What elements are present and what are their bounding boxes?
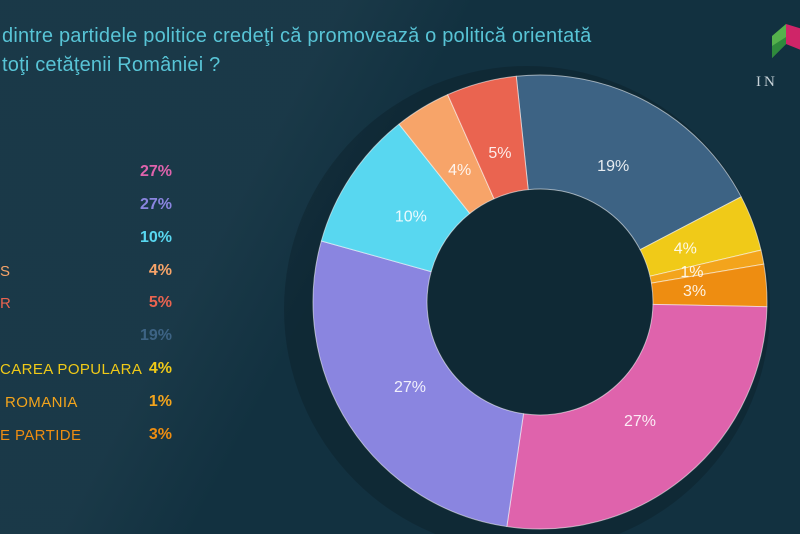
donut-slice [312,240,524,528]
page-title-line1: dintre partidele politice credeţi că pro… [2,25,592,47]
legend-item-label: R [0,295,12,313]
donut-slice-label: 4% [448,162,471,179]
legend-item-value: 1% [148,393,172,410]
donut-slice [447,75,529,200]
legend-item-label: E PARTIDE [0,426,82,444]
legend-item-value: 19% [139,327,172,345]
legend-item-value: 27% [139,195,172,213]
legend-item-value: 4% [148,261,172,279]
page-title-line2: toţi cetăţenii României ? [2,54,221,76]
legend-item-value: 4% [148,360,172,378]
legend-item: ROMANIA 1% [0,392,172,412]
legend-item-label: CAREA POPULARA [0,361,143,379]
donut-slice-label: 5% [488,145,511,162]
legend-item-value: 10% [139,228,172,246]
donut-slice-label: 4% [674,241,697,258]
donut-slice-label: 10% [395,209,427,226]
legend-item: 27% [0,162,172,182]
legend-item: E PARTIDE 3% [0,425,172,445]
logo: IN [752,18,800,96]
legend-item-value: 27% [139,163,172,180]
legend-item: 19% [0,326,172,346]
legend-item: 10% [0,228,172,248]
donut-slice [506,303,768,530]
legend-item-label: S [0,262,11,280]
chart-legend: 27% 27% 10% S 4% R 5% 19% CAREA POPULARA 4% ROMANI… [0,162,172,452]
legend-item-value: 3% [148,425,172,443]
logo-cube-icon [772,24,800,58]
donut-slice-label: 1% [680,264,703,281]
logo-text: IN [756,74,778,90]
page-title: dintre partidele politice credeţi că pro… [2,22,591,80]
donut-slice-label: 27% [394,379,426,396]
legend-item: S 4% [0,261,172,281]
donut-slice-label: 19% [597,158,629,175]
legend-item-label: ROMANIA [5,394,78,411]
legend-item: 27% [0,195,172,215]
legend-item-value: 5% [148,294,172,312]
legend-item: CAREA POPULARA 4% [0,359,172,379]
donut-slice-label: 27% [624,413,656,430]
donut-slice [515,74,742,251]
legend-item: R 5% [0,293,172,313]
donut-slice-label: 3% [683,283,706,300]
